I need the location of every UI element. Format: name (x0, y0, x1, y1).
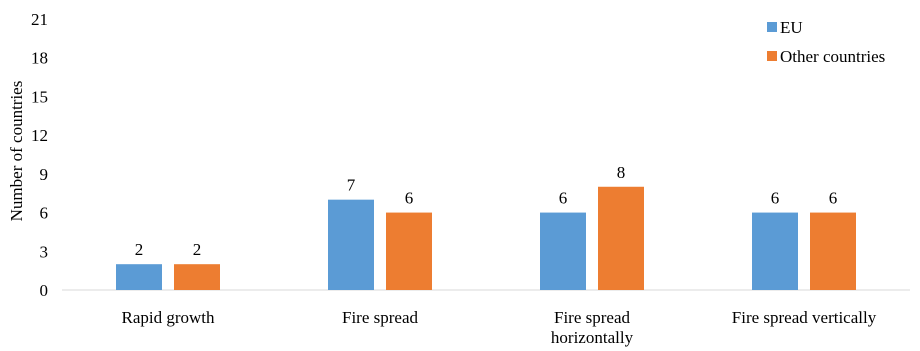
data-labels: 2 2 7 6 6 8 6 6 (135, 163, 838, 259)
data-label: 7 (347, 176, 356, 195)
bar-eu (752, 212, 798, 290)
data-label: 6 (559, 189, 568, 208)
bar-eu (116, 264, 162, 290)
category-labels: Rapid growth Fire spread Fire spreadhorizo… (121, 308, 876, 347)
data-label: 2 (135, 240, 144, 259)
data-label: 8 (617, 163, 626, 182)
category-label: horizontally (551, 328, 634, 347)
category-label: Rapid growth (121, 308, 215, 327)
y-axis-ticks: 0 3 6 9 12 15 18 21 (31, 10, 48, 300)
y-tick-label: 18 (31, 49, 48, 68)
data-label: 6 (405, 189, 414, 208)
category-label: Fire spread (554, 308, 631, 327)
category-label: Fire spread (342, 308, 419, 327)
y-axis-title: Number of countries (7, 81, 26, 222)
bar-other-countries (810, 212, 856, 290)
data-label: 6 (771, 189, 780, 208)
bars (116, 186, 856, 290)
y-tick-label: 3 (40, 242, 49, 261)
category-label: Fire spread vertically (732, 308, 877, 327)
y-tick-label: 15 (31, 87, 48, 106)
y-tick-label: 9 (40, 165, 49, 184)
data-label: 2 (193, 240, 202, 259)
legend-label: Other countries (780, 47, 885, 66)
y-tick-label: 0 (40, 281, 49, 300)
bar-other-countries (174, 264, 220, 290)
y-tick-label: 6 (40, 204, 49, 223)
legend: EU Other countries (767, 18, 885, 66)
bar-other-countries (598, 186, 644, 290)
legend-swatch (767, 51, 777, 61)
data-label: 6 (829, 189, 838, 208)
legend-label: EU (780, 18, 803, 37)
y-tick-label: 21 (31, 10, 48, 29)
bar-eu (540, 212, 586, 290)
y-tick-label: 12 (31, 126, 48, 145)
bar-eu (328, 199, 374, 290)
legend-swatch (767, 22, 777, 32)
bar-other-countries (386, 212, 432, 290)
